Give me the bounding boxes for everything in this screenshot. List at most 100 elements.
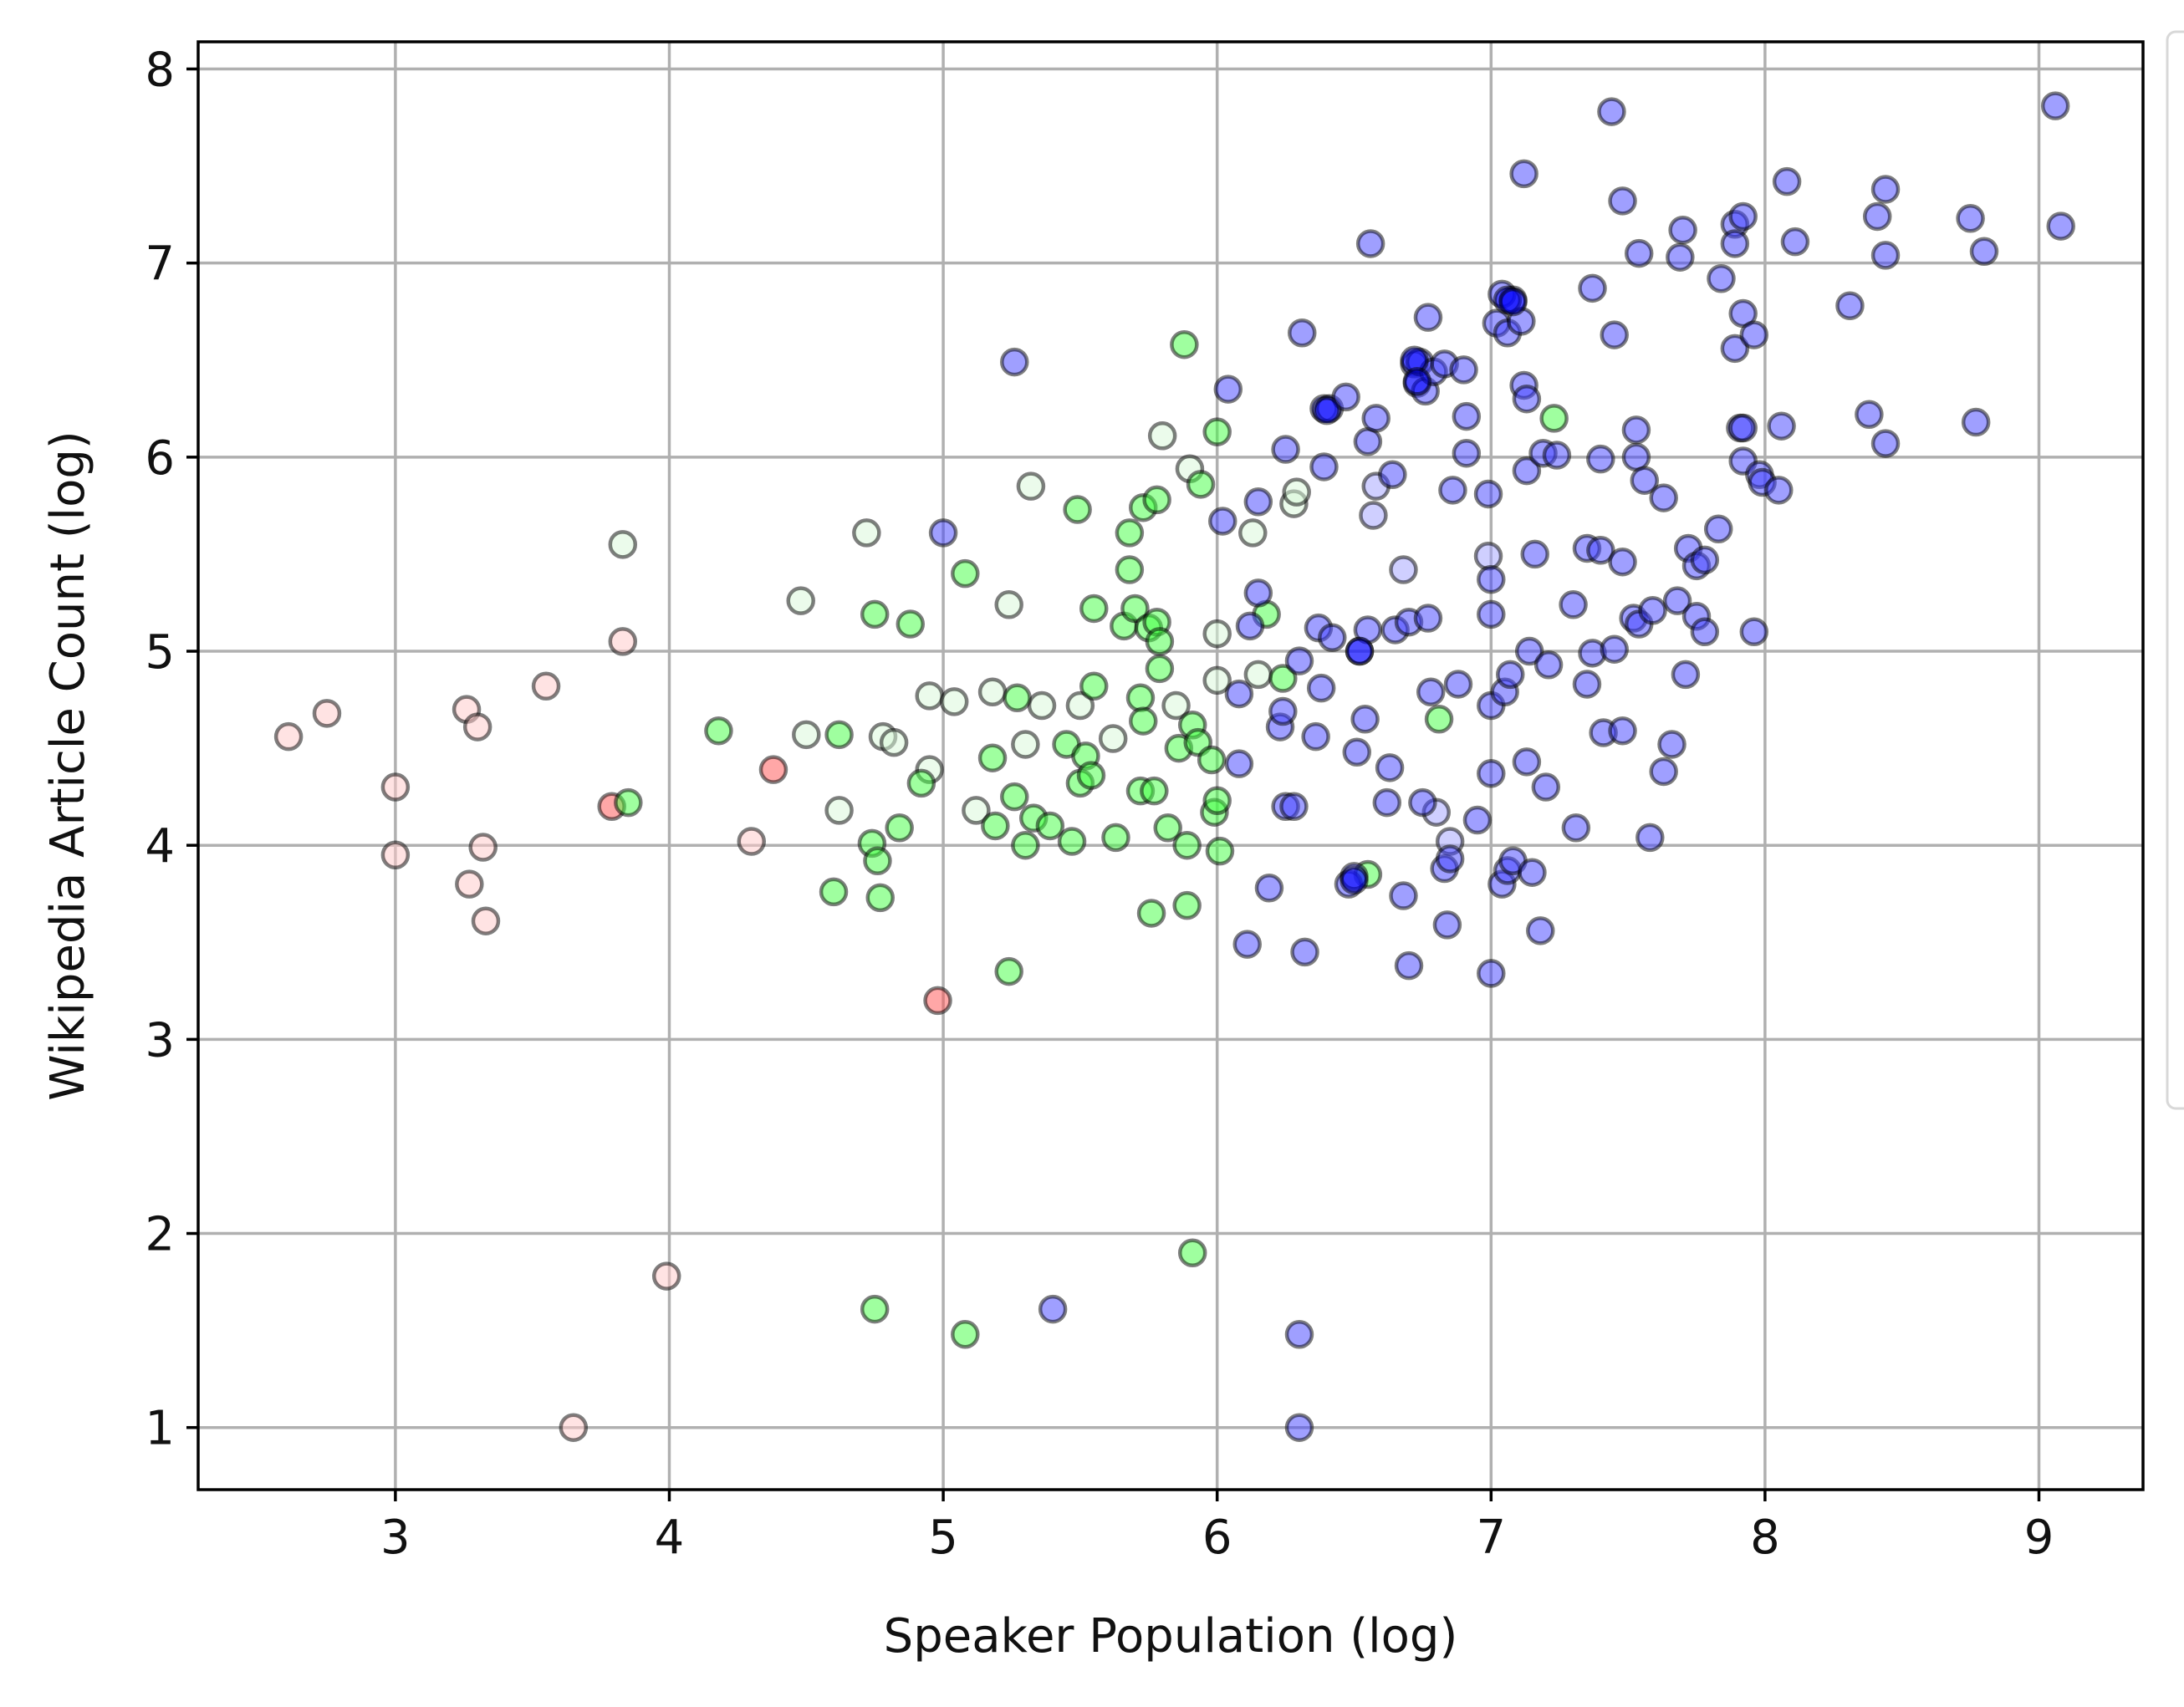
scatter-point xyxy=(1703,514,1733,544)
scatter-point xyxy=(1170,329,1199,359)
scatter-point xyxy=(1720,334,1750,364)
scatter-point xyxy=(1153,813,1182,843)
scatter-point xyxy=(951,558,980,589)
scatter-point xyxy=(1115,518,1145,548)
scatter-point xyxy=(1312,395,1341,425)
scatter-point xyxy=(1424,705,1454,734)
scatter-point xyxy=(1301,721,1330,752)
scatter-point xyxy=(531,671,561,701)
scatter-point xyxy=(1870,175,1901,204)
scatter-point xyxy=(1213,375,1243,404)
scatter-point xyxy=(1145,654,1175,684)
scatter-point xyxy=(704,716,733,746)
scatter-point xyxy=(885,813,914,843)
scatter-point xyxy=(1835,291,1865,321)
y-tick-label: 3 xyxy=(145,1013,175,1068)
scatter-point xyxy=(1331,382,1360,412)
scatter-point xyxy=(471,906,501,935)
scatter-point xyxy=(1630,466,1660,495)
scatter-point xyxy=(1350,705,1380,734)
scatter-point xyxy=(1572,670,1602,699)
x-tick-label: 5 xyxy=(928,1511,958,1565)
scatter-point xyxy=(1855,400,1884,430)
scatter-point xyxy=(977,677,1008,707)
scatter-point xyxy=(1862,201,1892,232)
scatter-point xyxy=(1101,823,1130,853)
scatter-point xyxy=(1600,634,1629,664)
scatter-point xyxy=(819,877,849,907)
scatter-point xyxy=(1462,805,1493,835)
scatter-point xyxy=(1526,916,1555,945)
data-points xyxy=(273,91,2075,1442)
scatter-point xyxy=(1202,619,1232,649)
scatter-point xyxy=(1177,1238,1207,1268)
y-axis-label: Wikipedia Article Count (log) xyxy=(41,431,95,1101)
scatter-point xyxy=(1000,782,1029,812)
scatter-point xyxy=(1435,844,1465,874)
x-axis-label: Speaker Population (log) xyxy=(884,1609,1458,1664)
scatter-point xyxy=(906,768,936,798)
scatter-point xyxy=(1495,660,1525,690)
scatter-point xyxy=(1076,761,1106,790)
scatter-point xyxy=(1416,677,1446,707)
scatter-point xyxy=(380,772,411,802)
scatter-point xyxy=(2046,211,2075,241)
scatter-point xyxy=(928,518,958,548)
x-tick-label: 3 xyxy=(380,1511,411,1565)
scatter-point xyxy=(1961,407,1991,437)
scatter-point xyxy=(1624,238,1654,268)
scatter-point xyxy=(1764,476,1794,505)
scatter-point xyxy=(758,755,788,784)
scatter-point xyxy=(312,699,342,728)
y-tick-label: 1 xyxy=(145,1402,175,1456)
scatter-point xyxy=(1477,759,1506,788)
scatter-point xyxy=(1438,476,1467,505)
scatter-point xyxy=(1402,367,1432,396)
scatter-point xyxy=(1542,441,1572,470)
scatter-point xyxy=(1142,485,1171,515)
scatter-point xyxy=(1359,501,1388,530)
scatter-point xyxy=(863,846,892,876)
scatter-point xyxy=(1608,547,1637,577)
scatter-point xyxy=(1353,427,1383,456)
scatter-point xyxy=(1224,749,1254,778)
scatter-point xyxy=(1477,599,1506,629)
scatter-point xyxy=(1649,483,1678,512)
scatter-point xyxy=(1375,753,1405,782)
scatter-point xyxy=(1202,417,1232,446)
scatter-point xyxy=(1578,273,1607,303)
scatter-point xyxy=(1147,421,1177,451)
x-tick-label: 7 xyxy=(1476,1511,1506,1565)
scatter-point xyxy=(1235,611,1265,641)
plot-frame xyxy=(196,40,2145,1491)
scatter-point xyxy=(559,1413,589,1442)
scatter-point xyxy=(1649,757,1678,787)
scatter-point xyxy=(1197,745,1227,775)
scatter-point xyxy=(1345,636,1375,666)
scatter-point xyxy=(1202,786,1232,816)
scatter-point xyxy=(1140,776,1169,806)
scatter-point xyxy=(1707,263,1736,293)
x-tick-label: 9 xyxy=(2024,1511,2054,1565)
scatter-point xyxy=(1389,555,1418,584)
scatter-point xyxy=(1512,747,1542,777)
scatter-point xyxy=(1284,1413,1314,1442)
scatter-point xyxy=(2040,91,2070,120)
scatter-point xyxy=(962,796,991,825)
scatter-point xyxy=(608,627,638,656)
scatter-point xyxy=(824,796,854,825)
scatter-point xyxy=(614,787,643,818)
scatter-point xyxy=(1531,772,1561,802)
scatter-point xyxy=(1408,787,1437,818)
scatter-point xyxy=(1224,679,1254,709)
scatter-point xyxy=(1128,706,1158,736)
scatter-point xyxy=(1600,320,1629,349)
scatter-point xyxy=(1608,716,1637,746)
scatter-point xyxy=(1559,590,1588,619)
scatter-point xyxy=(1780,227,1810,257)
scatter-point xyxy=(1720,229,1750,258)
scatter-point xyxy=(1038,1294,1068,1324)
legend-box xyxy=(2166,30,2184,1110)
scatter-point xyxy=(923,986,952,1016)
